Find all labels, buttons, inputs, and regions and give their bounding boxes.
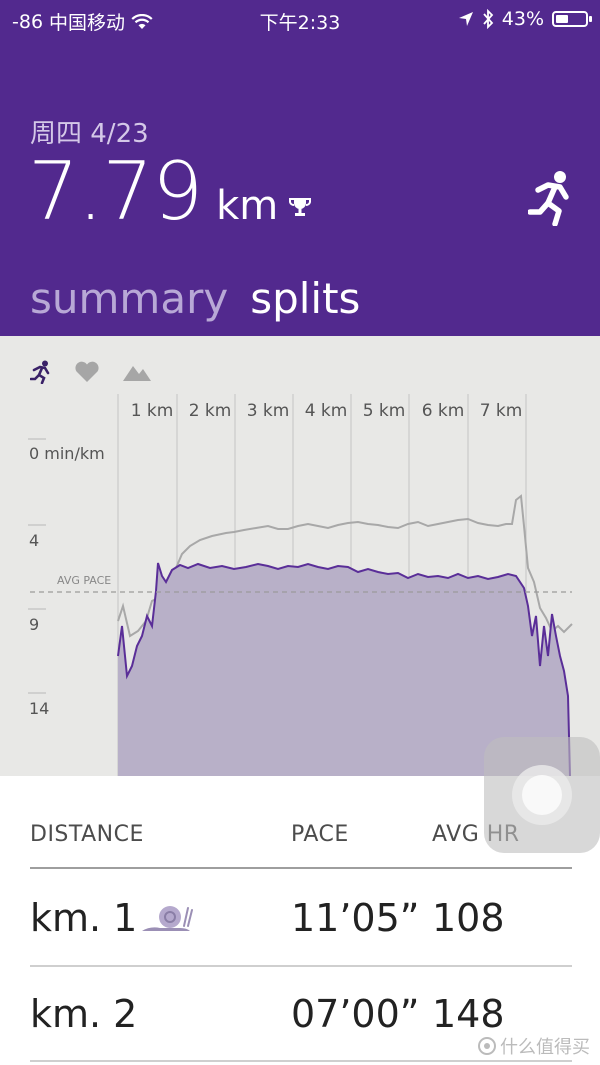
split-distance: km. 1 xyxy=(30,896,138,940)
status-bar: -86 中国移动 下午2:33 43% xyxy=(0,8,600,34)
column-header-pace: PACE xyxy=(291,822,349,847)
tab-splits[interactable]: splits xyxy=(250,274,361,323)
y-tick-label: 4 xyxy=(29,531,39,550)
km-label: 3 km xyxy=(247,401,290,421)
running-icon xyxy=(528,171,569,226)
watermark-text: 什么值得买 xyxy=(500,1037,590,1058)
pace-chart: 1 km 2 km 3 km 4 km 5 km 6 km 7 km 0 min… xyxy=(28,394,573,777)
split-distance: km. 2 xyxy=(30,992,138,1036)
km-label: 2 km xyxy=(189,401,232,421)
pace-area xyxy=(118,563,570,776)
pace-chart-panel: 1 km 2 km 3 km 4 km 5 km 6 km 7 km 0 min… xyxy=(0,336,600,777)
clock: 下午2:33 xyxy=(259,12,341,34)
wifi-icon xyxy=(131,13,153,29)
split-avg-hr: 148 xyxy=(432,992,505,1036)
y-axis: 0 min/km 4 9 14 xyxy=(28,438,105,718)
bluetooth-icon xyxy=(483,9,494,29)
split-pace: 07’00” xyxy=(291,992,420,1036)
distance-unit: km xyxy=(216,183,279,229)
split-pace: 11’05” xyxy=(291,896,420,940)
row-divider xyxy=(30,1060,572,1062)
pace-line xyxy=(117,562,571,777)
avg-pace-label: AVG PACE xyxy=(57,574,111,587)
trophy-icon xyxy=(289,198,312,216)
km-label: 6 km xyxy=(422,401,465,421)
tab-summary[interactable]: summary xyxy=(30,274,229,323)
watermark: 什么值得买 xyxy=(478,1033,590,1059)
heart-rate-mode-icon[interactable] xyxy=(74,361,100,383)
activity-date: 周四 4/23 xyxy=(30,119,149,149)
y-tick-label: 0 min/km xyxy=(29,444,105,463)
snail-icon xyxy=(142,906,193,931)
battery-percent: 43% xyxy=(501,8,544,30)
km-label: 7 km xyxy=(480,401,523,421)
y-tick-label: 9 xyxy=(29,615,39,634)
chart-mode-selector xyxy=(30,360,152,384)
assistive-touch-button[interactable] xyxy=(484,737,600,853)
km-label: 1 km xyxy=(131,401,174,421)
signal-strength: -86 xyxy=(12,10,44,33)
activity-distance: 7.79 km xyxy=(28,152,312,232)
distance-value: 7.79 xyxy=(28,145,203,238)
y-tick-label: 14 xyxy=(29,699,49,718)
km-label: 4 km xyxy=(305,401,348,421)
elevation-mode-icon[interactable] xyxy=(122,362,152,382)
header-divider xyxy=(30,867,572,869)
column-header-distance: DISTANCE xyxy=(30,822,144,847)
location-arrow-icon xyxy=(458,12,473,26)
battery-icon xyxy=(552,11,592,27)
split-avg-hr: 108 xyxy=(432,896,505,940)
carrier-name: 中国移动 xyxy=(49,12,126,34)
row-divider xyxy=(30,965,572,967)
header: -86 中国移动 下午2:33 43% 周四 4/23 7.79 km xyxy=(0,0,600,336)
pace-mode-icon[interactable] xyxy=(30,360,52,384)
watermark-logo-icon xyxy=(478,1037,496,1055)
km-label: 5 km xyxy=(363,401,406,421)
